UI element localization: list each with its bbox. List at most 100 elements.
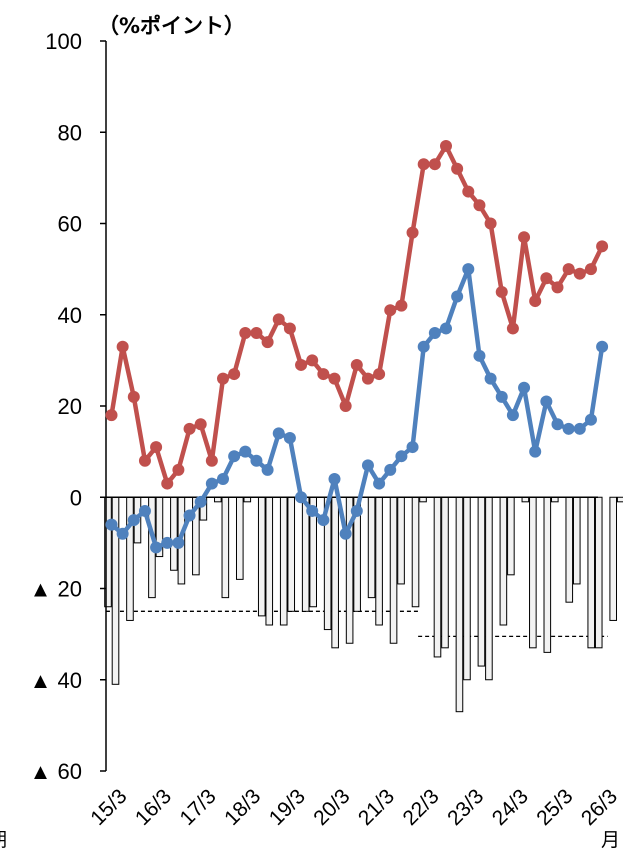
point-1-11 <box>228 450 241 463</box>
point-1-41 <box>562 422 575 435</box>
point-1-9 <box>205 477 218 490</box>
bar-20-0 <box>543 496 552 653</box>
y-tick-label-7: ▲ 40 <box>30 668 82 693</box>
point-1-32 <box>462 263 475 276</box>
y-tick-label-0: 100 <box>45 29 82 54</box>
point-1-19 <box>317 514 330 527</box>
x-tick-labels: 15/3 16/3 17/3 18/3 19/3 20/3 21/3 22/3 23/3 24/3… <box>86 785 622 830</box>
point-0-39 <box>540 272 553 285</box>
bar-14-0 <box>411 496 420 608</box>
point-1-27 <box>406 441 419 454</box>
point-1-23 <box>361 459 374 472</box>
y-tick-label-8: ▲ 60 <box>30 759 82 784</box>
x-tick-label-2: 17/3 <box>176 785 221 830</box>
point-0-19 <box>317 368 330 381</box>
point-1-13 <box>250 454 263 467</box>
point-1-24 <box>373 477 386 490</box>
point-0-7 <box>183 422 196 435</box>
point-0-35 <box>495 285 508 298</box>
point-0-33 <box>473 199 486 212</box>
y-tick-label-4: 20 <box>58 394 82 419</box>
point-0-13 <box>250 327 263 339</box>
x-tick-label-10: 25/3 <box>532 785 577 830</box>
point-1-35 <box>495 390 508 403</box>
point-0-30 <box>440 139 452 152</box>
x-tick-label-3: 18/3 <box>220 785 265 830</box>
point-0-27 <box>406 226 419 239</box>
point-0-0 <box>105 409 118 422</box>
point-1-8 <box>194 495 207 508</box>
point-1-18 <box>306 504 319 517</box>
point-1-25 <box>384 463 397 476</box>
bar-23-1 <box>616 496 623 503</box>
point-1-36 <box>506 409 519 422</box>
bar-21-1 <box>572 496 581 585</box>
point-0-14 <box>261 336 274 349</box>
point-0-26 <box>395 299 408 312</box>
point-1-22 <box>350 504 363 517</box>
bar-17-1 <box>485 496 493 681</box>
point-1-26 <box>395 450 408 463</box>
point-0-22 <box>350 358 363 371</box>
point-0-31 <box>451 162 464 175</box>
y-tick-label-6: ▲ 20 <box>30 577 82 602</box>
bar-23-0 <box>609 496 618 621</box>
point-0-42 <box>573 267 586 280</box>
point-1-31 <box>451 290 464 303</box>
point-1-3 <box>138 504 151 517</box>
point-0-1 <box>116 340 129 353</box>
bar-16-1 <box>463 496 471 681</box>
point-1-28 <box>417 340 430 353</box>
point-0-25 <box>384 304 397 317</box>
point-1-21 <box>339 527 352 540</box>
point-1-17 <box>295 491 308 504</box>
bar-13-1 <box>397 496 405 585</box>
point-1-7 <box>183 509 196 522</box>
point-1-42 <box>573 422 586 435</box>
bar-10-1 <box>331 496 339 649</box>
point-1-6 <box>172 536 185 549</box>
point-0-41 <box>562 263 575 276</box>
bar-8-0 <box>279 496 288 626</box>
bar-18-1 <box>507 496 515 576</box>
bar-3-0 <box>170 496 178 571</box>
point-1-43 <box>584 413 597 426</box>
bar-18-0 <box>499 496 508 626</box>
point-0-6 <box>172 463 185 476</box>
point-0-4 <box>150 441 163 454</box>
bar-15-0 <box>433 496 442 658</box>
bar-8-1 <box>287 496 296 612</box>
bar-17-0 <box>477 496 486 667</box>
point-0-8 <box>194 418 207 431</box>
x-tick-label-5: 20/3 <box>309 785 354 830</box>
point-0-28 <box>417 158 430 171</box>
point-0-43 <box>584 263 597 276</box>
line-series-0 <box>109 143 605 486</box>
x-tick-label-8: 23/3 <box>443 785 488 830</box>
point-1-5 <box>161 536 174 549</box>
point-0-17 <box>295 358 308 371</box>
point-1-38 <box>529 445 542 458</box>
bar-21-0 <box>565 496 574 603</box>
bar-22-1 <box>594 496 603 649</box>
point-1-14 <box>261 463 274 476</box>
point-0-12 <box>239 327 252 339</box>
point-0-40 <box>551 281 564 294</box>
point-1-40 <box>551 418 564 431</box>
point-0-20 <box>328 372 341 385</box>
point-0-32 <box>462 185 475 198</box>
point-0-44 <box>596 240 609 253</box>
x-tick-label-1: 16/3 <box>131 785 176 830</box>
point-0-2 <box>127 390 140 403</box>
point-0-24 <box>373 368 386 381</box>
point-0-21 <box>339 400 352 412</box>
x-axis-left-edge-label: 期 <box>0 829 7 851</box>
point-1-20 <box>328 473 341 485</box>
point-0-10 <box>217 372 229 385</box>
point-1-12 <box>239 445 252 458</box>
bar-22-0 <box>587 496 596 649</box>
bar-5-1 <box>221 496 230 599</box>
point-1-0 <box>105 518 118 531</box>
point-1-16 <box>283 431 296 444</box>
